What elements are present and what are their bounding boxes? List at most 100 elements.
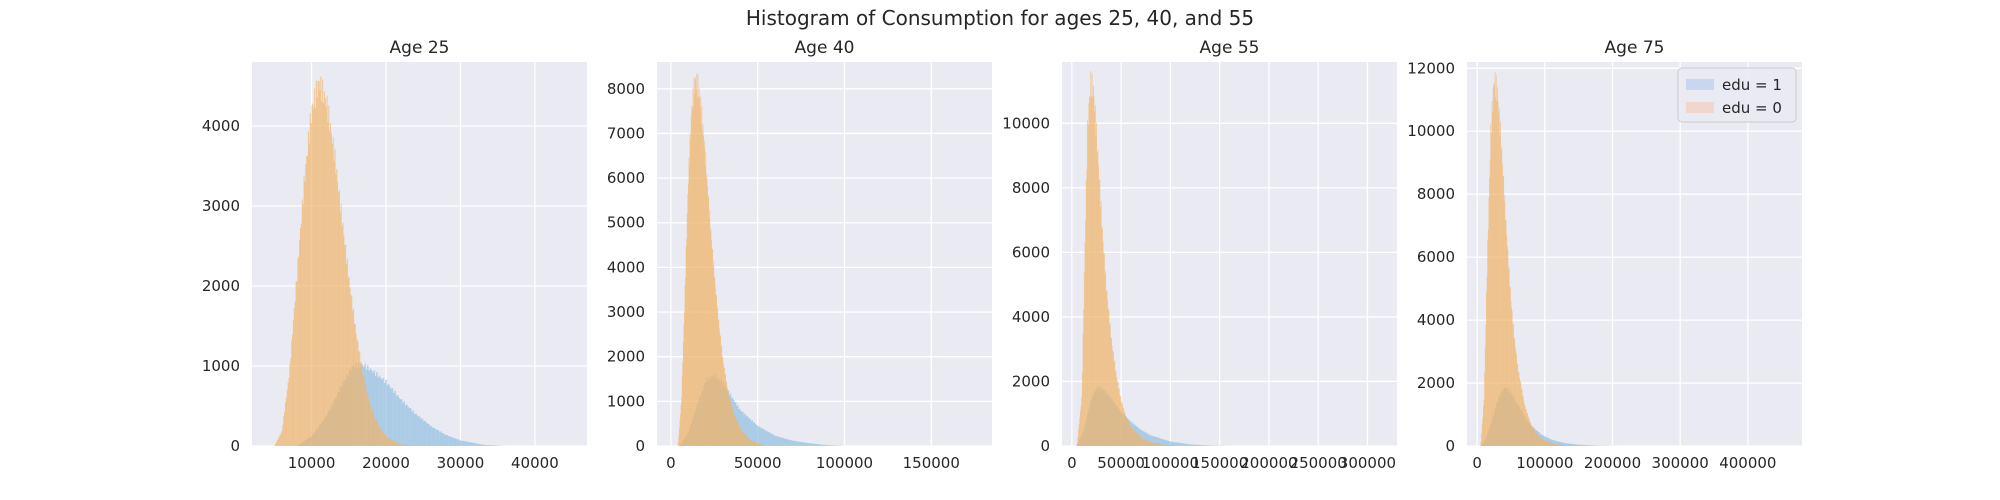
- histogram-bin: [1207, 445, 1209, 446]
- histogram-bin: [1480, 441, 1482, 446]
- histogram-bin: [809, 443, 811, 446]
- histogram-bin: [734, 414, 736, 446]
- histogram-bin: [1590, 445, 1592, 446]
- histogram-bin: [742, 432, 744, 446]
- histogram-bin: [1513, 337, 1515, 446]
- histogram-bin: [1572, 444, 1574, 446]
- histogram-bin: [702, 124, 704, 446]
- histogram-bin: [787, 439, 790, 446]
- histogram-bin: [1185, 443, 1187, 446]
- histogram-bin: [350, 294, 352, 446]
- histogram-bin: [1486, 276, 1488, 446]
- histogram-bin: [400, 399, 403, 446]
- histogram-bin: [377, 424, 379, 446]
- histogram-bin: [1540, 437, 1541, 446]
- histogram-bin: [752, 441, 754, 446]
- histogram-bin: [1119, 395, 1121, 446]
- histogram-bin: [793, 441, 796, 446]
- histogram-bin: [808, 443, 810, 446]
- histogram-bin: [739, 428, 741, 446]
- histogram-bin: [390, 388, 392, 446]
- histogram-bin: [314, 88, 316, 446]
- histogram-bin: [421, 418, 424, 446]
- histogram-bin: [1118, 388, 1120, 446]
- histogram-bin: [429, 426, 432, 446]
- histogram-bin: [467, 441, 469, 446]
- y-tick-label: 12000: [1407, 59, 1455, 77]
- histogram-bin: [706, 177, 707, 446]
- histogram-bin: [324, 98, 326, 446]
- x-tick-label: 250000: [1290, 454, 1347, 472]
- histogram-bin: [445, 434, 447, 446]
- histogram-bin: [1526, 413, 1528, 446]
- histogram-bin: [335, 174, 337, 446]
- histogram-bin: [365, 384, 367, 446]
- histogram-bin: [402, 444, 404, 446]
- histogram-bin: [369, 404, 371, 446]
- histogram-bin: [1577, 444, 1579, 446]
- histogram-bin: [1152, 435, 1154, 446]
- histogram-bin: [700, 97, 702, 446]
- histogram-bin: [430, 425, 433, 446]
- histogram-bin: [1192, 444, 1194, 446]
- histogram-bin: [1197, 444, 1199, 446]
- histogram-bin: [1503, 201, 1505, 446]
- histogram-bin: [759, 428, 762, 446]
- histogram-bin: [1568, 443, 1571, 446]
- subplot-1: Age 25 10000 20000 30000 40000 0 1000 2000 3000 4…: [202, 38, 587, 472]
- histogram-bin: [1507, 249, 1509, 446]
- y-tick-label: 0: [1445, 437, 1455, 455]
- histogram-bin: [1528, 419, 1530, 446]
- histogram-bin: [744, 413, 746, 446]
- histogram-bin: [1193, 444, 1195, 446]
- histogram-bin: [741, 412, 743, 446]
- histogram-bin: [746, 437, 748, 446]
- histogram-bin: [1491, 100, 1493, 446]
- histogram-bin: [379, 427, 381, 446]
- histogram-bin: [1153, 442, 1154, 446]
- histogram-bin: [381, 379, 383, 446]
- histogram-bin: [707, 197, 709, 446]
- histogram-bin: [692, 87, 694, 446]
- histogram-bin: [460, 440, 463, 446]
- histogram-bin: [1482, 417, 1484, 446]
- histogram-bin: [1081, 372, 1083, 446]
- legend: edu = 1 edu = 0: [1677, 67, 1797, 123]
- histogram-bin: [345, 245, 347, 446]
- histogram-bin: [681, 397, 683, 446]
- histogram-bin: [1489, 159, 1491, 446]
- histogram-bin: [1509, 286, 1511, 446]
- histogram-bin: [1554, 443, 1555, 446]
- histogram-bin: [768, 431, 770, 446]
- histogram-bin: [1151, 442, 1153, 446]
- histogram-bin: [1532, 427, 1533, 446]
- histogram-bin: [480, 444, 482, 446]
- histogram-bin: [1203, 445, 1205, 446]
- histogram-bars: [677, 73, 845, 446]
- histogram-bin: [391, 388, 394, 446]
- histogram-bin: [353, 323, 355, 446]
- histogram-bin: [391, 440, 393, 446]
- histogram-bin: [1093, 95, 1095, 446]
- histogram-bin: [762, 428, 764, 446]
- histogram-bin: [326, 95, 328, 446]
- histogram-bin: [1562, 442, 1564, 446]
- histogram-bin: [380, 377, 382, 446]
- histogram-bin: [1542, 439, 1544, 446]
- histogram-bin: [1109, 322, 1111, 446]
- histogram-bin: [340, 203, 342, 446]
- histogram-bin: [1094, 111, 1096, 446]
- histogram-bin: [381, 430, 383, 446]
- histogram-bin: [747, 417, 749, 446]
- histogram-bin: [1108, 310, 1110, 446]
- histogram-bin: [733, 411, 734, 446]
- histogram-bin: [684, 311, 685, 446]
- histogram-bin: [1486, 292, 1487, 446]
- histogram-bin: [322, 79, 324, 446]
- histogram-bin: [1167, 445, 1169, 446]
- legend-swatch: [1686, 79, 1714, 90]
- histogram-bin: [814, 443, 816, 446]
- histogram-bin: [355, 333, 357, 446]
- histogram-bin: [453, 437, 455, 446]
- histogram-bin: [352, 311, 354, 446]
